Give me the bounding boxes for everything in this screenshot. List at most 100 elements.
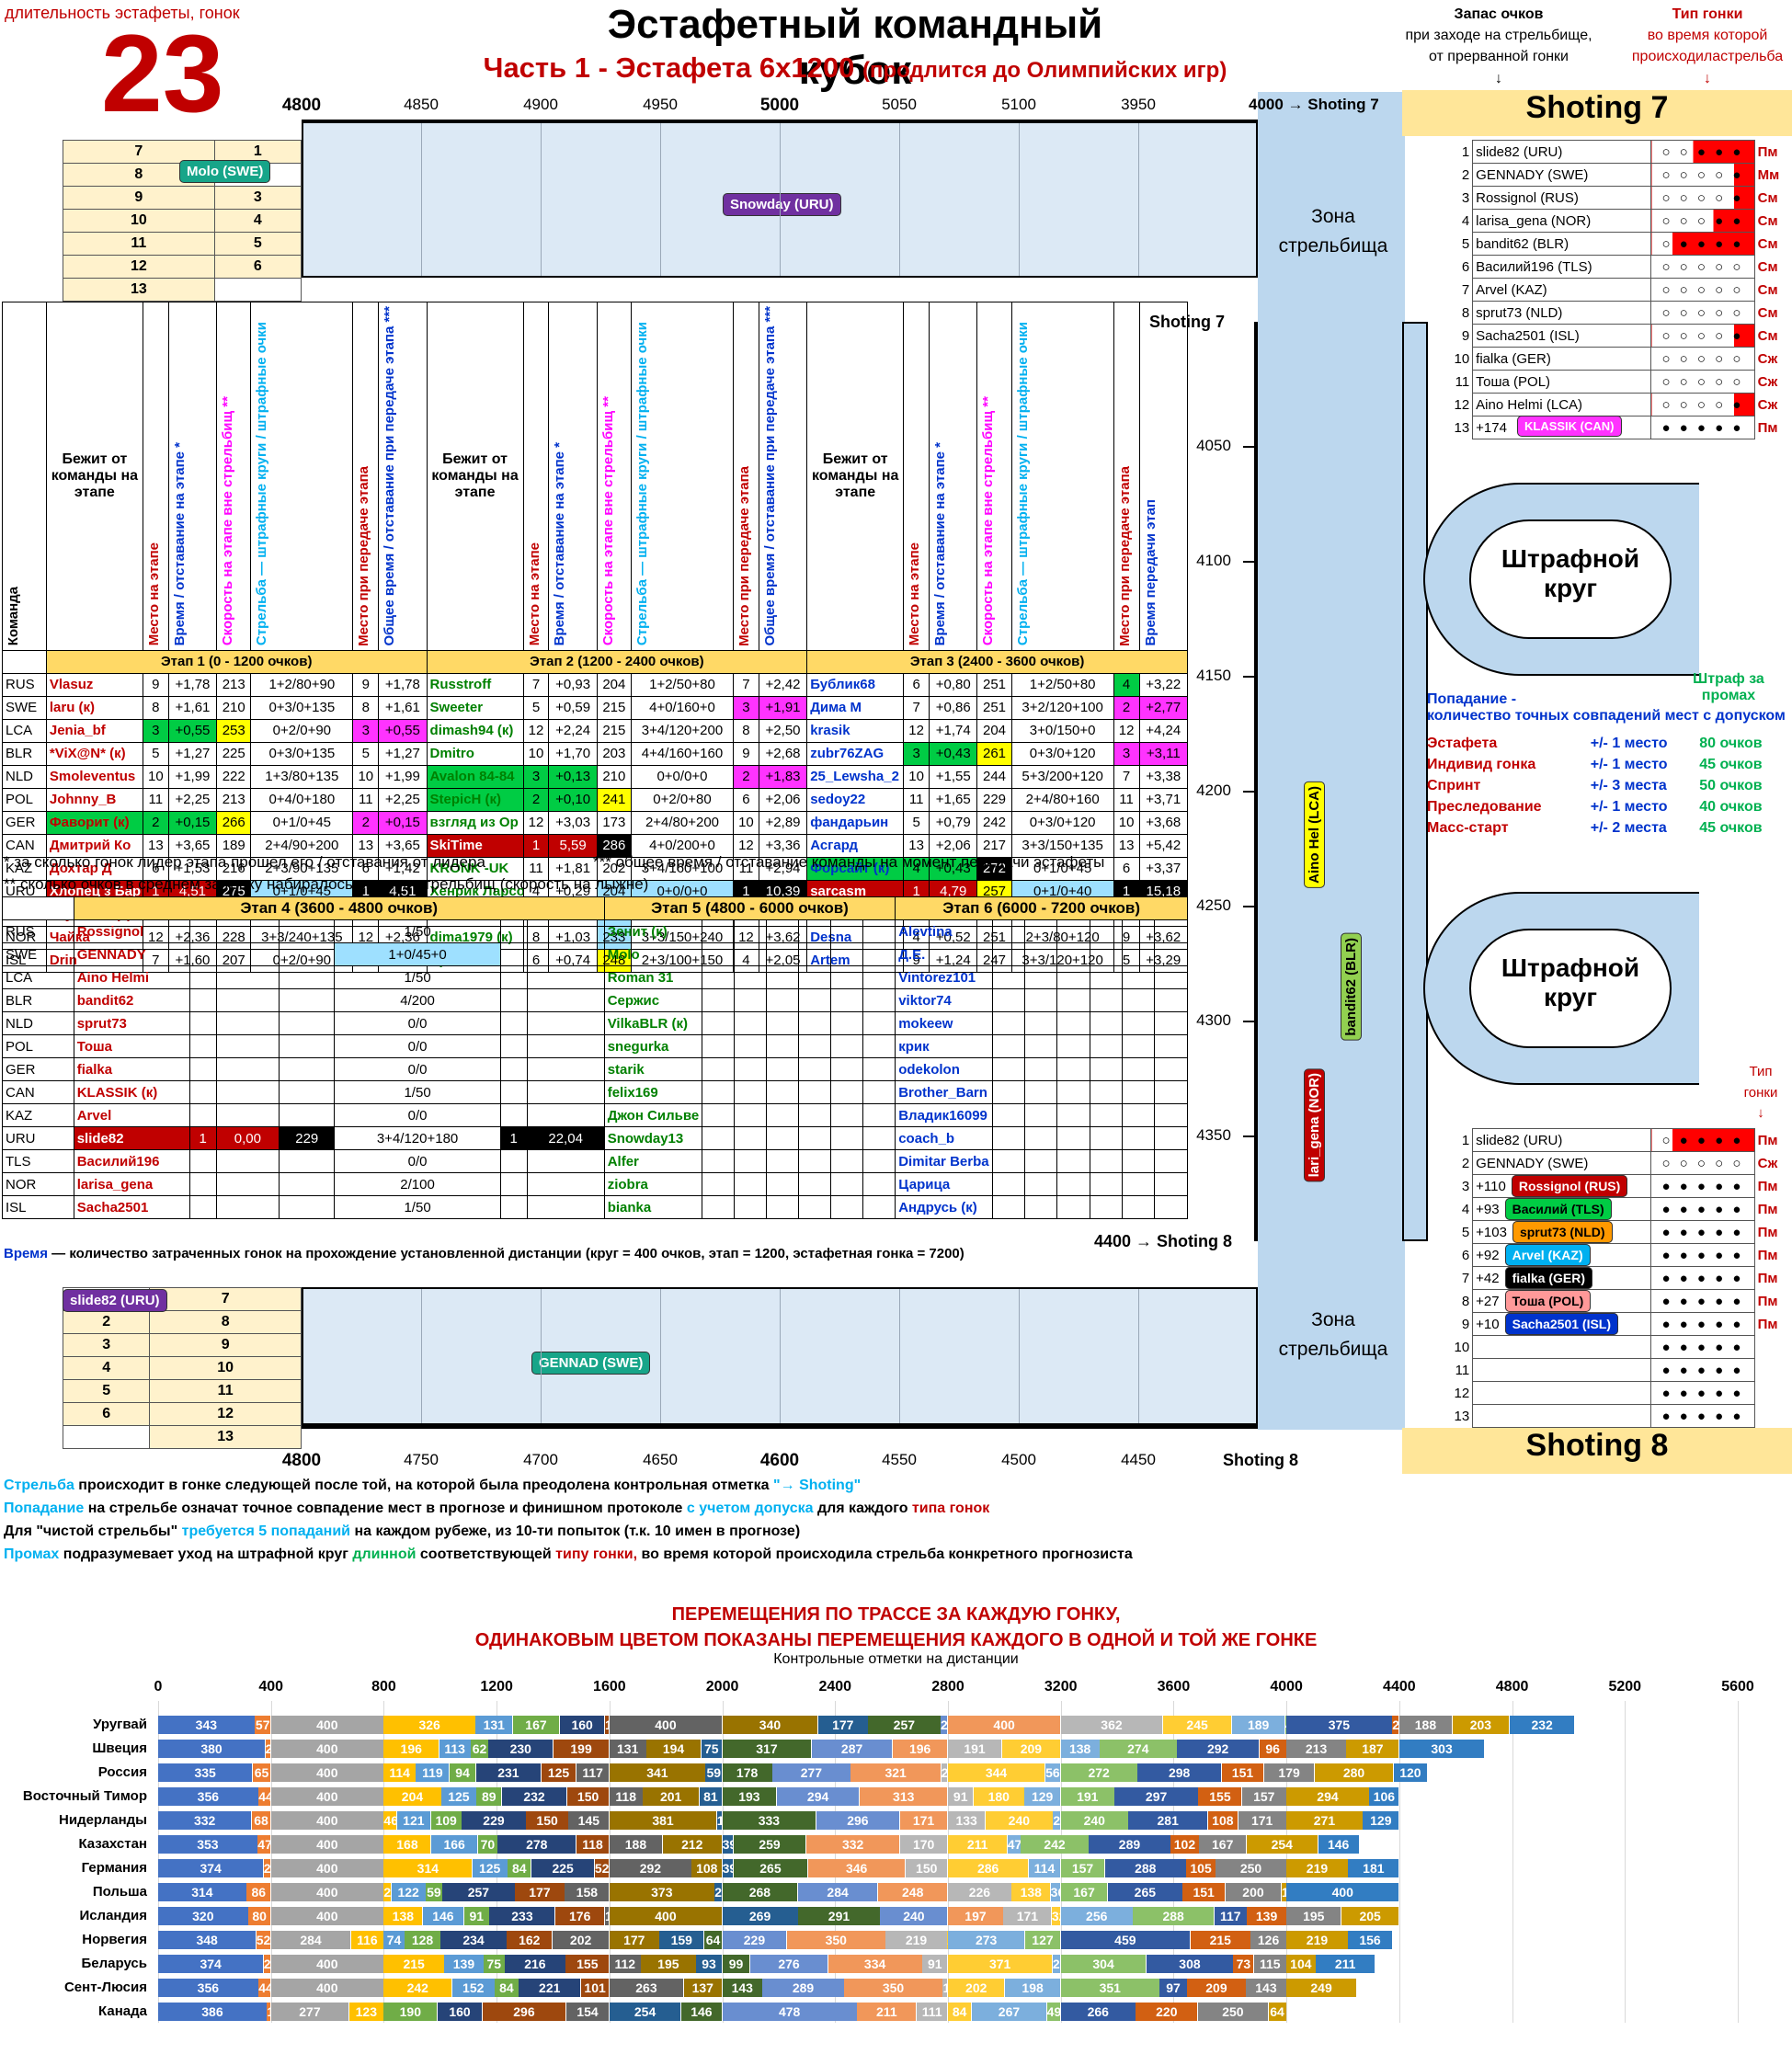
shooting-row: 4 larisa_gena (NOR) ○ ○ ○ ● ● См [1451, 209, 1792, 233]
chart-bar-segment: 280 [1314, 1763, 1394, 1782]
position-left: 2 [62, 1310, 151, 1334]
table-cell: 1+2/50+80 [630, 672, 734, 697]
bottom-axis-tick: 4750 [404, 1451, 439, 1468]
shooter-tag[interactable]: Rossignol (RUS) [1511, 1174, 1628, 1197]
chart-bar-segment: 478 [722, 2003, 857, 2021]
chart-bar-segment: 297 [1114, 1787, 1198, 1806]
chart-bar-segment: 215 [383, 1955, 444, 1973]
table-cell [766, 1080, 800, 1104]
chart-bar-segment: 16 [604, 1907, 610, 1925]
table-cell: 6 [1113, 856, 1140, 881]
table-cell [1154, 919, 1188, 943]
shooter-name: +92 Arvel (KAZ) [1472, 1243, 1652, 1267]
chart-bar-segment: 171 [1003, 1907, 1052, 1925]
chart-bar-segment: 171 [899, 1811, 948, 1830]
runner-tag-snowday[interactable]: Snowday (URU) [723, 193, 841, 216]
stage-spacer [2, 896, 74, 920]
table-cell [215, 1080, 280, 1104]
table-cell [734, 1172, 768, 1196]
table-cell: 0+1/0+45 [250, 810, 354, 835]
right-axis-tickmark [1243, 1021, 1258, 1022]
chart-bar-segment: 459 [1060, 1931, 1191, 1949]
table-cell: SkiTime [426, 833, 524, 858]
stage-label: Этап 2 (1200 - 2400 очков) [426, 649, 808, 674]
bottom-axis-tick: 4600 [759, 1451, 800, 1470]
table-cell: 8 [142, 695, 169, 720]
table-cell: 251 [976, 672, 1012, 697]
top-axis-tick: 4000 → Shoting 7 [1249, 96, 1379, 113]
table-cell [766, 1103, 800, 1127]
shooter-tag[interactable]: Василий (TLS) [1504, 1197, 1612, 1220]
table-cell: mokeew [895, 1011, 993, 1035]
table-cell [830, 1172, 864, 1196]
hit-legend-row: Масс-старт +/- 2 места 45 очков [1427, 820, 1790, 837]
shooter-tag[interactable]: sprut73 (NLD) [1512, 1220, 1613, 1243]
table-cell [215, 1034, 280, 1058]
chart-bar-segment: 122 [391, 1883, 426, 1901]
chart-bar-segment: 191 [1060, 1787, 1114, 1806]
chart-bar-segment: 179 [1263, 1763, 1315, 1782]
table-cell: Snowday13 [603, 1126, 703, 1150]
table-cell: 1+3/80+135 [250, 764, 354, 789]
runner-tag-bandit[interactable]: bandit62 (BLR) [1341, 933, 1362, 1041]
chart-bar-segment: 118 [609, 1787, 643, 1806]
footnote-3: Для "чистой стрельбы" требуется 5 попада… [4, 1523, 800, 1540]
table-cell [1122, 988, 1156, 1012]
position-right: 3 [213, 186, 302, 210]
table-cell [526, 1195, 605, 1219]
chart-bar-segment: 64 [1268, 2003, 1286, 2021]
shooter-tag[interactable]: Sacha2501 (ISL) [1504, 1312, 1619, 1335]
table-cell [830, 1034, 864, 1058]
fn-word: длинной [352, 1546, 417, 1562]
table-cell [734, 1057, 768, 1081]
chart-bar-segment: 102 [1170, 1835, 1199, 1854]
chart-bar-segment: 240 [1060, 1811, 1128, 1830]
table-cell [702, 942, 736, 966]
runner-tag-slide[interactable]: slide82 (URU) [63, 1289, 167, 1312]
shooter-tag[interactable]: Тоша (POL) [1504, 1289, 1592, 1312]
position-left: 11 [63, 232, 215, 256]
chart-grid-line [1512, 1701, 1513, 2023]
chart-bar-segment: 400 [270, 1811, 383, 1830]
table-cell [188, 919, 217, 943]
shooter-rank: 9 [1461, 327, 1470, 344]
table-cell [830, 1195, 864, 1219]
chart-x-tick: 1600 [593, 1679, 626, 1695]
shooter-tag[interactable]: Arvel (KAZ) [1504, 1243, 1591, 1266]
table-cell [1023, 919, 1058, 943]
column-header: Команда [2, 302, 47, 651]
chart-bar-segment: 350 [786, 1931, 885, 1949]
shooter-name [1472, 1335, 1652, 1359]
table-cell: Alevtina [895, 919, 993, 943]
chart-bar-segment: 155 [565, 1955, 610, 1973]
chart-bar-segment: 204 [383, 1787, 441, 1806]
race-type: См [1757, 235, 1778, 252]
runner-tag-gennad[interactable]: GENNAD (SWE) [531, 1352, 651, 1375]
chart-bar-segment: 400 [609, 1716, 723, 1734]
table-cell [766, 1011, 800, 1035]
position-left: 12 [63, 255, 215, 279]
table-cell: 12 [903, 718, 930, 743]
table-cell: Андрусь (к) [895, 1195, 993, 1219]
right-axis-tick: 4250 [1196, 896, 1231, 914]
right-axis-tickmark [1243, 1135, 1258, 1137]
hit-legend-cell: Спринт [1427, 778, 1481, 793]
runner-tag-molo[interactable]: Molo (SWE) [179, 160, 271, 183]
chart-bar-segment: 68 [251, 1811, 271, 1830]
runner-tag-klassik[interactable]: KLASSIK (CAN) [1517, 416, 1622, 437]
chart-bar-segment: 271 [1286, 1811, 1363, 1830]
table-cell: Бублик68 [806, 672, 905, 697]
table-cell [1089, 1103, 1124, 1127]
table-cell: 286 [596, 833, 632, 858]
chart-bar-segment: 201 [643, 1787, 700, 1806]
shooter-tag[interactable]: fialka (GER) [1504, 1266, 1592, 1289]
runner-tag-aino[interactable]: Aino Hel (LCA) [1304, 782, 1325, 888]
chart-bar-segment: 106 [1369, 1787, 1399, 1806]
chart-bar-segment: 159 [659, 1931, 704, 1949]
chart-bar-segment: 245 [1162, 1716, 1232, 1734]
runner-tag-lari[interactable]: lari_gena (NOR) [1304, 1068, 1325, 1182]
bottom-grid-line [541, 1289, 542, 1423]
race-type: Пм [1757, 1224, 1778, 1240]
table-row: KAZ Arvel 0/0 Джон Сильве Владик16099 [2, 1103, 1188, 1127]
chart-bar-segment: 191 [948, 1740, 1002, 1758]
